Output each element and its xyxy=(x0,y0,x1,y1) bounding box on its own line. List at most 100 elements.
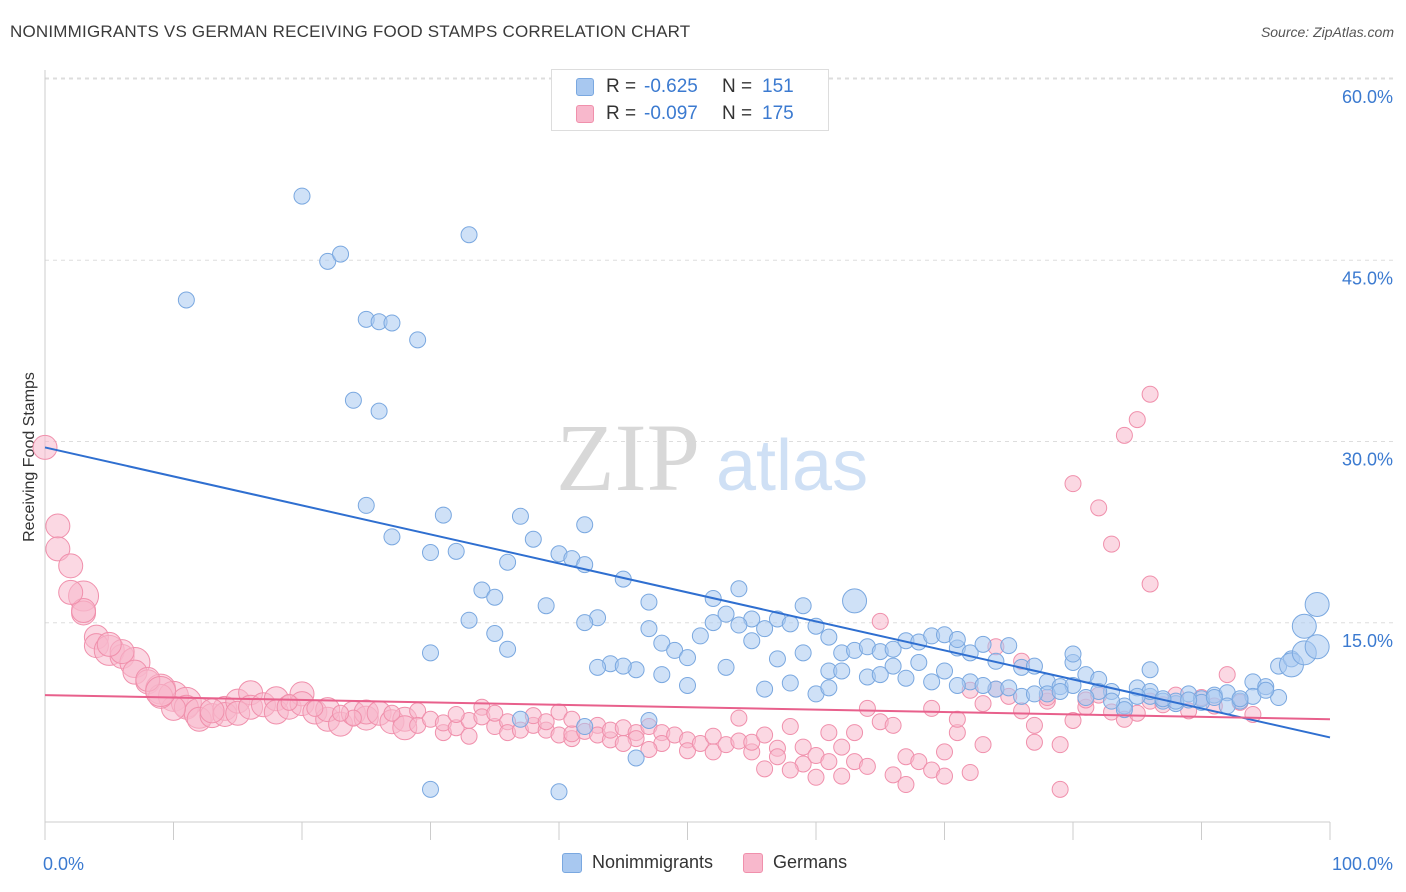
nonimmigrants-point xyxy=(948,676,966,694)
nonimmigrants-point xyxy=(743,632,761,650)
nonimmigrants-point xyxy=(974,635,992,653)
tick-labels: 15.0% 30.0% 45.0% 60.0% 0.0% 100.0% xyxy=(43,87,1393,874)
nonimmigrants-point xyxy=(833,662,851,680)
nonimmigrants-point xyxy=(524,530,542,548)
germans-point xyxy=(1051,736,1069,754)
germans-point xyxy=(306,699,324,717)
nonimmigrants-point xyxy=(409,331,427,349)
nonimmigrants-point xyxy=(1000,637,1018,655)
nonimmigrants-point xyxy=(768,650,786,668)
nonimmigrants-point xyxy=(422,780,439,798)
germans-point xyxy=(1051,780,1069,798)
nonimmigrants-point xyxy=(576,718,594,736)
nonimmigrants-point xyxy=(344,391,362,409)
r-label: R = xyxy=(606,103,637,124)
nonimmigrants-point xyxy=(177,291,195,309)
germans-point xyxy=(145,676,177,707)
germans-point xyxy=(858,699,876,717)
nonimmigrants-point xyxy=(679,649,696,667)
nonimmigrants-trend-line xyxy=(44,446,1331,739)
legend-item-germans[interactable]: Germans xyxy=(743,852,847,873)
n-label: N = xyxy=(722,103,753,124)
germans-point xyxy=(820,724,838,742)
nonimmigrants-point xyxy=(486,588,504,606)
legend-label: Germans xyxy=(773,852,848,872)
germans-point xyxy=(460,727,478,745)
nonimmigrants-point xyxy=(842,588,868,614)
nonimmigrants-swatch xyxy=(576,78,594,96)
nonimmigrants-point xyxy=(1128,687,1146,705)
germans-point xyxy=(1128,411,1146,429)
watermark: ZIP atlas xyxy=(556,404,868,511)
nonimmigrants-point xyxy=(1205,689,1223,707)
x-tick-label: 0.0% xyxy=(43,854,84,874)
nonimmigrants-point xyxy=(627,749,645,767)
germans-point xyxy=(1218,666,1236,684)
nonimmigrants-point xyxy=(1051,683,1069,700)
nonimmigrants-point xyxy=(820,679,838,697)
nonimmigrants-point xyxy=(974,676,992,694)
germans-point xyxy=(1141,575,1159,593)
nonimmigrants-point xyxy=(794,597,812,615)
correlation-legend: R = -0.625 N = 151 R = -0.097 N = 175 xyxy=(551,69,829,131)
nonimmigrants-point xyxy=(884,640,902,658)
germans-point xyxy=(948,710,966,728)
germans-point xyxy=(756,726,774,744)
germans-point xyxy=(332,704,350,722)
germans-point xyxy=(1025,733,1043,751)
nonimmigrants-point xyxy=(1064,645,1082,663)
r-label: R = xyxy=(606,76,637,97)
germans-point xyxy=(383,704,401,722)
germans-point xyxy=(45,513,71,539)
germans-trend-line xyxy=(44,694,1331,721)
nonimmigrants-point xyxy=(1304,592,1330,617)
y-tick-label: 15.0% xyxy=(1342,631,1393,651)
nonimmigrants-point xyxy=(1000,679,1018,697)
germans-point xyxy=(833,738,851,756)
trend-lines xyxy=(44,446,1331,739)
nonimmigrants-point xyxy=(576,614,594,632)
nonimmigrants-point xyxy=(1115,701,1133,719)
series-legend: Nonimmigrants Germans xyxy=(562,852,877,873)
nonimmigrants-point xyxy=(910,654,928,671)
germans-point xyxy=(858,757,876,775)
nonimmigrants-point xyxy=(781,674,799,692)
germans-point xyxy=(58,579,84,605)
germans-point xyxy=(679,742,696,760)
chart-title: NONIMMIGRANTS VS GERMAN RECEIVING FOOD S… xyxy=(10,22,691,41)
germans-point xyxy=(96,631,122,657)
germans-point xyxy=(1064,475,1082,493)
nonimmigrants-point xyxy=(422,644,439,662)
nonimmigrants-point xyxy=(537,597,555,615)
nonimmigrants-point xyxy=(653,634,671,652)
legend-item-nonimmigrants[interactable]: Nonimmigrants xyxy=(562,852,713,873)
nonimmigrants-point xyxy=(781,615,799,633)
nonimmigrants-point xyxy=(691,627,709,645)
nonimmigrants-point xyxy=(486,625,504,642)
germans-point xyxy=(280,693,298,711)
germans-point xyxy=(614,734,632,752)
nonimmigrants-point xyxy=(1141,661,1159,679)
germans-point xyxy=(1115,426,1133,444)
nonimmigrants-point xyxy=(640,712,658,729)
germans-point xyxy=(537,713,555,731)
nonimmigrants-point xyxy=(614,657,632,675)
nonimmigrants-point xyxy=(319,252,337,270)
germans-point xyxy=(199,698,225,724)
nonimmigrants-point xyxy=(756,680,774,698)
n-label: N = xyxy=(722,76,753,97)
nonimmigrants-point xyxy=(717,605,735,623)
nonimmigrants-point xyxy=(653,666,671,684)
nonimmigrants-point xyxy=(640,593,658,611)
nonimmigrants-point xyxy=(460,226,478,244)
nonimmigrants-point xyxy=(1103,692,1121,710)
nonimmigrants-point xyxy=(756,620,774,638)
nonimmigrants-point xyxy=(370,402,388,420)
legend-row-nonimmigrants: R = -0.625 N = 151 xyxy=(576,75,794,99)
germans-point xyxy=(833,767,851,785)
y-tick-label: 30.0% xyxy=(1342,450,1393,470)
nonimmigrants-point xyxy=(717,658,735,676)
y-tick-label: 45.0% xyxy=(1342,268,1393,288)
nonimmigrants-point xyxy=(589,658,607,676)
